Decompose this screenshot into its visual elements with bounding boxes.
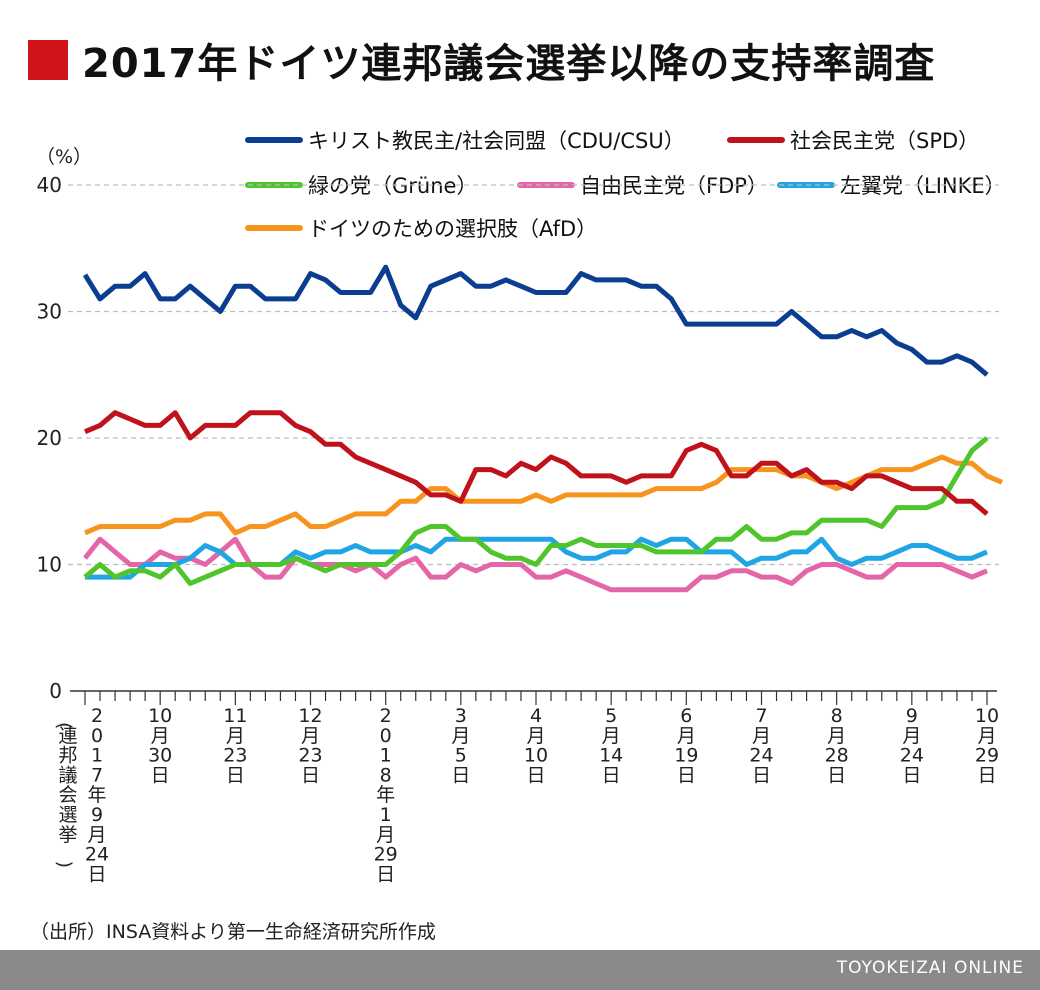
title-bar: 2017年ドイツ連邦議会選挙以降の支持率調査 <box>28 30 935 90</box>
x-tick-label: 7 月 24 日 <box>749 705 773 786</box>
plot-area <box>82 264 1003 593</box>
y-axis-unit: （%） <box>36 146 92 168</box>
legend-label: キリスト教民主/社会同盟（CDU/CSU） <box>308 129 685 153</box>
legend-label: 左翼党（LINKE） <box>840 174 1006 198</box>
x-tick-label: 10 月 29 日 <box>975 705 999 786</box>
series-line-1 <box>84 410 989 516</box>
x-tick-label: 6 月 19 日 <box>674 705 698 786</box>
legend-label: 社会民主党（SPD） <box>790 129 979 153</box>
y-tick-label: 20 <box>37 426 62 450</box>
legend-item: キリスト教民主/社会同盟（CDU/CSU） <box>245 129 685 153</box>
page-title: 2017年ドイツ連邦議会選挙以降の支持率調査 <box>82 41 936 87</box>
legend-item: 自由民主党（FDP） <box>517 174 768 198</box>
legend-item: ドイツのための選択肢（AfD） <box>245 217 597 241</box>
series-line-2 <box>83 436 989 586</box>
x-tick-label: 4 月 10 日 <box>524 705 548 786</box>
legend: キリスト教民主/社会同盟（CDU/CSU） 社会民主党（SPD） 緑の党（Grüne… <box>245 129 1006 241</box>
footer-brand: TOYOKEIZAI ONLINE <box>836 958 1024 978</box>
legend-label: ドイツのための選択肢（AfD） <box>308 217 597 241</box>
x-tick-label: 10 月 30 日 <box>148 705 172 786</box>
x-tick-label: 2 0 1 8 年 1 月 29 日 <box>374 705 398 885</box>
series-line-5 <box>84 454 1003 536</box>
y-tick-label: 40 <box>37 173 62 197</box>
y-tick-label: 30 <box>37 300 62 324</box>
y-tick-label: 10 <box>37 553 62 577</box>
x-tick-label: 2 0 1 7 年 9 月 24 日 <box>85 705 109 885</box>
x-tick-label: 11 月 23 日 <box>223 705 247 786</box>
series-line-3 <box>83 536 988 593</box>
grid-lines <box>68 184 999 566</box>
legend-label: 自由民主党（FDP） <box>580 174 768 198</box>
line-chart: キリスト教民主/社会同盟（CDU/CSU） 社会民主党（SPD） 緑の党（Grüne… <box>36 129 1006 885</box>
x-tick-label: 8 月 28 日 <box>825 705 849 786</box>
footer-bar: TOYOKEIZAI ONLINE <box>0 950 1040 990</box>
title-square-icon <box>28 40 68 80</box>
x-tick-label: 9 月 24 日 <box>900 705 924 786</box>
x-axis: 2 0 1 7 年 9 月 24 日 10 月 30 日 11 月 23 日 12 月 23 日 2 0 1 8 年 1 月 29 日 3 月… <box>53 690 999 885</box>
legend-item: 左翼党（LINKE） <box>777 174 1006 198</box>
y-axis: 0 10 20 30 40 （%） <box>36 146 92 703</box>
x-tick-label: 12 月 23 日 <box>298 705 322 786</box>
series-line-0 <box>82 264 989 377</box>
legend-item: 社会民主党（SPD） <box>727 129 979 153</box>
legend-item: 緑の党（Grüne） <box>245 174 477 198</box>
y-tick-label: 0 <box>49 679 62 703</box>
x-tick-side-note: (連邦議会選挙) <box>53 722 77 868</box>
source-note: （出所）INSA資料より第一生命経済研究所作成 <box>30 921 436 943</box>
legend-label: 緑の党（Grüne） <box>308 174 477 198</box>
x-tick-label: 5 月 14 日 <box>599 705 623 786</box>
